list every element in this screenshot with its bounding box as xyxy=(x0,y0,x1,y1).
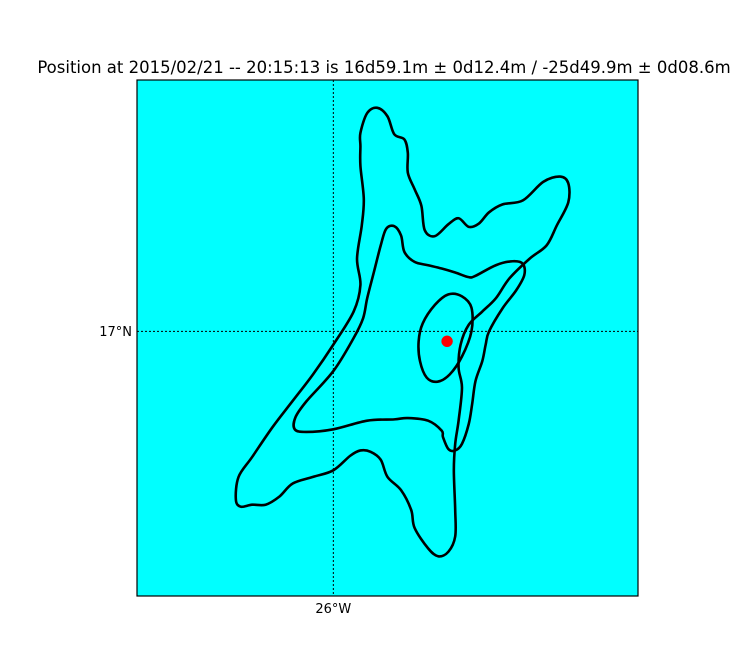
contour-middle xyxy=(292,224,527,453)
meridian-label: 26°W xyxy=(315,602,351,617)
map-background xyxy=(137,80,638,596)
tick-labels: 26°W 17°N xyxy=(99,325,351,617)
map-frame xyxy=(136,79,639,597)
contour-outer xyxy=(234,106,571,558)
probability-contours xyxy=(234,106,571,558)
position-marker xyxy=(441,335,453,348)
graticule xyxy=(137,80,638,596)
position-marker-layer xyxy=(441,335,453,348)
contour-inner xyxy=(417,292,474,384)
parallel-label: 17°N xyxy=(99,325,132,340)
chart-title: Position at 2015/02/21 -- 20:15:13 is 16… xyxy=(37,58,730,77)
